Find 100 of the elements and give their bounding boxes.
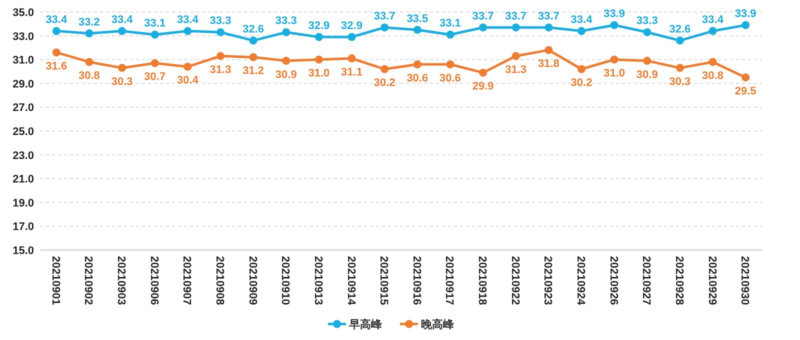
data-label: 31.0	[604, 68, 626, 80]
point	[216, 28, 224, 36]
point	[380, 23, 389, 32]
y-tick-label: 17.0	[12, 221, 34, 234]
point	[446, 30, 454, 39]
data-label: 33.7	[374, 10, 396, 22]
point	[216, 52, 224, 60]
data-label: 31.3	[210, 64, 232, 76]
data-label: 33.9	[734, 8, 756, 20]
x-tick-label: 20210928	[672, 256, 685, 305]
point	[249, 53, 258, 62]
x-tick-label: 20210903	[115, 256, 128, 305]
data-label: 33.9	[604, 8, 626, 20]
point	[643, 56, 652, 65]
y-tick-label: 27.0	[12, 102, 34, 114]
point	[348, 54, 356, 62]
x-tick-label: 20210913	[312, 256, 324, 305]
data-label: 33.4	[176, 14, 200, 26]
point	[249, 36, 258, 45]
x-tick-label: 20210923	[542, 256, 554, 305]
point	[708, 27, 717, 36]
legend-label: 早高峰	[348, 318, 383, 331]
point	[512, 23, 520, 32]
data-label: 30.6	[440, 72, 461, 84]
point	[676, 64, 684, 72]
x-tick-label: 20210916	[410, 256, 422, 305]
data-label: 31.3	[505, 64, 527, 76]
y-tick-label: 23.0	[12, 150, 34, 162]
data-label: 33.1	[440, 18, 461, 30]
data-label: 33.7	[505, 10, 527, 22]
point	[479, 68, 488, 77]
x-tick-label: 20210927	[640, 256, 652, 305]
point	[150, 30, 159, 39]
data-label: 30.9	[275, 68, 297, 81]
data-label: 30.4	[176, 74, 200, 87]
data-label: 32.9	[308, 20, 330, 32]
point	[610, 56, 618, 64]
y-tick-label: 15.0	[12, 245, 34, 257]
data-label: 30.3	[669, 76, 691, 88]
data-label: 30.2	[570, 77, 592, 90]
data-label: 31.2	[242, 65, 264, 78]
point	[184, 62, 192, 71]
data-label: 30.8	[78, 70, 100, 82]
data-label: 29.9	[472, 80, 494, 93]
x-tick-label: 20210918	[476, 256, 488, 305]
data-label: 33.7	[538, 10, 560, 22]
x-tick-label: 20210914	[344, 256, 357, 306]
point	[578, 65, 586, 74]
data-label: 29.5	[734, 85, 756, 98]
data-label: 33.5	[406, 12, 428, 25]
point	[314, 32, 323, 41]
point	[282, 56, 290, 65]
x-tick-label: 20210907	[180, 256, 193, 305]
data-label: 30.2	[374, 77, 396, 90]
point	[380, 65, 389, 74]
y-tick-label: 31.0	[12, 54, 34, 67]
data-label: 30.9	[636, 68, 658, 81]
y-tick-label: 21.0	[12, 174, 34, 186]
point	[676, 36, 684, 45]
x-tick-label: 20210902	[82, 256, 94, 305]
point	[118, 27, 126, 36]
data-label: 30.3	[111, 76, 133, 88]
x-tick-label: 20210917	[443, 256, 456, 305]
point	[118, 64, 126, 72]
point	[708, 58, 717, 66]
y-tick-label: 29.0	[12, 78, 34, 90]
data-label: 33.4	[570, 14, 594, 26]
x-tick-label: 20210924	[574, 256, 586, 306]
x-tick-label: 20210926	[607, 256, 620, 305]
point	[85, 29, 94, 38]
point	[413, 60, 422, 68]
data-label: 32.6	[669, 24, 691, 36]
x-tick-label: 20210922	[508, 256, 521, 305]
data-label: 33.3	[210, 15, 232, 28]
data-label: 31.0	[308, 68, 330, 80]
point	[544, 46, 553, 54]
point	[85, 58, 94, 66]
y-tick-label: 19.0	[12, 197, 34, 210]
data-label: 30.6	[406, 72, 428, 84]
point	[512, 52, 520, 60]
x-tick-label: 20210915	[378, 256, 390, 305]
point	[184, 27, 192, 36]
point	[52, 48, 60, 56]
data-label: 32.9	[341, 20, 362, 32]
data-label: 33.2	[78, 16, 100, 28]
x-tick-label: 20210908	[214, 256, 226, 305]
y-tick-label: 35.0	[12, 7, 34, 19]
x-tick-label: 20210901	[49, 256, 62, 305]
data-label: 31.8	[538, 58, 560, 70]
x-tick-label: 20210906	[148, 256, 160, 305]
point	[446, 60, 454, 68]
point	[52, 27, 60, 36]
data-label: 33.4	[702, 14, 724, 26]
data-label: 33.1	[144, 18, 166, 30]
point	[610, 21, 618, 30]
y-tick-label: 25.0	[12, 126, 34, 138]
data-label: 31.1	[341, 66, 362, 78]
point	[314, 56, 323, 64]
x-tick-label: 20210910	[279, 256, 292, 305]
point	[282, 28, 290, 36]
